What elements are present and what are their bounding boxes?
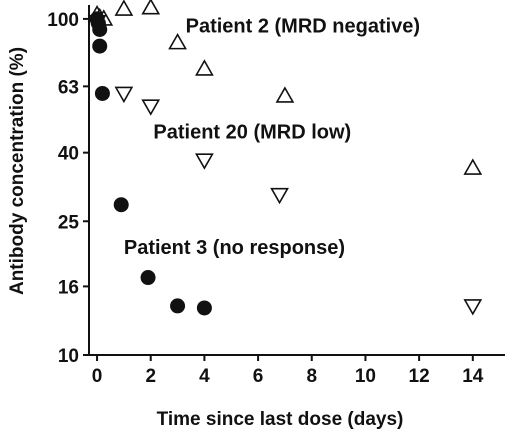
data-point-circle — [113, 197, 129, 213]
annotations: Patient 2 (MRD negative) Patient 20 (MRD … — [124, 16, 420, 259]
y-tick-label: 25 — [58, 212, 80, 233]
annotation-patient-2-mrd-negative: Patient 2 (MRD negative) — [186, 16, 420, 38]
series-patient-20-mrd-low — [87, 15, 483, 316]
x-tick-label: 14 — [462, 366, 484, 387]
axes — [88, 5, 505, 356]
y-tick-label: 40 — [58, 144, 79, 165]
data-point-triangle-up — [195, 59, 214, 76]
data-point-triangle-up — [168, 33, 187, 50]
x-tick-label: 6 — [253, 366, 264, 387]
ticks: 0 2 4 6 8 10 12 14 10 16 25 40 63 100 — [47, 10, 483, 387]
data-point-circle — [94, 85, 110, 101]
data-point-circle — [170, 298, 186, 314]
x-tick-label: 2 — [145, 366, 156, 387]
data-point-circle — [92, 22, 108, 38]
data-point-circle — [92, 38, 108, 54]
data-point-circle — [140, 270, 156, 286]
series-patient-3-no-response — [89, 11, 212, 316]
data-point-triangle-down — [114, 86, 134, 104]
y-axis-title: Antibody concentration (%) — [7, 47, 28, 295]
x-tick-label: 4 — [199, 366, 210, 387]
data-point-triangle-up — [275, 86, 295, 103]
annotation-patient-3-no-response: Patient 3 (no response) — [124, 237, 345, 259]
y-tick-label: 16 — [58, 277, 79, 298]
data-point-triangle-down — [463, 299, 483, 316]
data-marks — [87, 0, 483, 316]
data-point-triangle-up — [463, 158, 483, 175]
annotation-patient-20-mrd-low: Patient 20 (MRD low) — [153, 122, 351, 144]
y-tick-label: 100 — [47, 10, 79, 31]
x-tick-label: 10 — [355, 366, 376, 387]
y-tick-label: 10 — [58, 346, 79, 367]
x-tick-label: 12 — [409, 366, 430, 387]
data-point-triangle-down — [195, 153, 214, 170]
data-point-triangle-up — [114, 0, 134, 16]
x-tick-label: 8 — [306, 366, 317, 387]
x-axis-title: Time since last dose (days) — [157, 409, 404, 430]
data-point-triangle-up — [141, 0, 161, 15]
data-point-triangle-down — [141, 99, 161, 116]
x-tick-label: 0 — [92, 366, 103, 387]
y-tick-label: 63 — [58, 77, 79, 98]
data-point-circle — [196, 300, 212, 316]
data-point-triangle-down — [270, 187, 289, 205]
